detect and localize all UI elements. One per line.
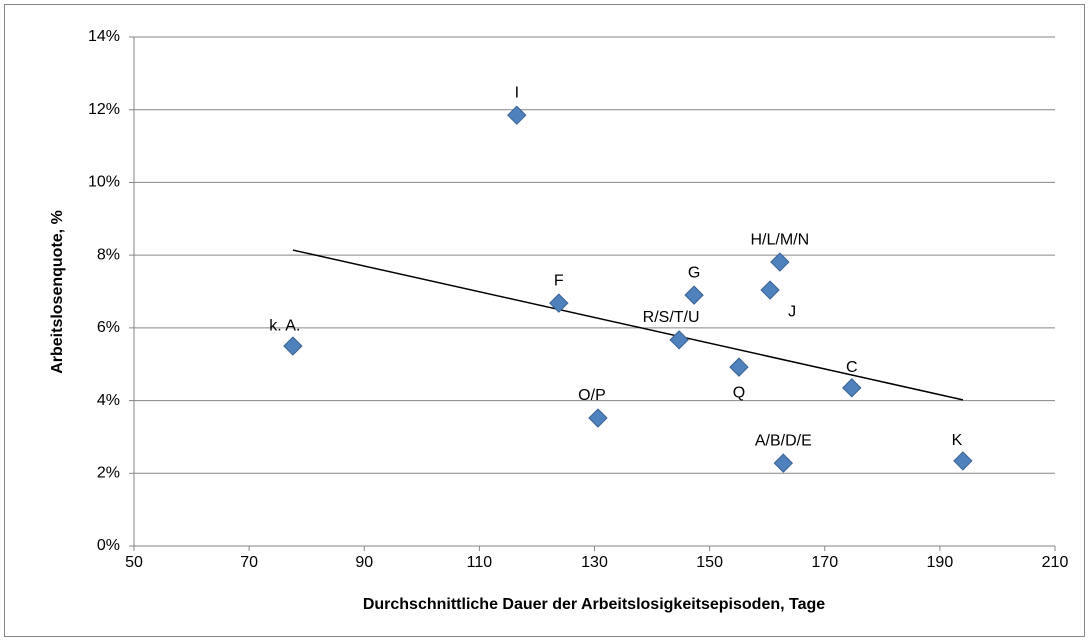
chart-border	[4, 4, 1085, 637]
point	[669, 330, 689, 350]
point-label: F	[554, 272, 564, 289]
trendline	[292, 249, 964, 401]
y-tick-label: 14%	[88, 28, 120, 45]
point	[770, 252, 790, 272]
point-label: J	[788, 303, 796, 320]
x-axis-title: Durchschnittliche Dauer der Arbeitslosig…	[363, 596, 825, 613]
point	[953, 451, 973, 471]
point	[684, 285, 704, 305]
y-tick-label: 12%	[88, 101, 120, 118]
point-label: H/L/M/N	[751, 231, 810, 248]
point	[760, 280, 780, 300]
point	[549, 293, 569, 313]
point-label: I	[515, 84, 519, 101]
point-label: A/B/D/E	[755, 432, 812, 449]
x-tick-label: 190	[927, 554, 954, 571]
x-tick-label: 90	[355, 554, 373, 571]
point-label: R/S/T/U	[643, 309, 700, 326]
y-tick-label: 2%	[97, 465, 120, 482]
point-label: C	[846, 359, 858, 376]
y-tick-label: 8%	[97, 246, 120, 263]
point	[507, 105, 527, 125]
x-tick-label: 170	[811, 554, 838, 571]
x-tick-label: 130	[581, 554, 608, 571]
point-label: O/P	[578, 387, 606, 404]
x-tick-label: 50	[125, 554, 143, 571]
point-label: K	[952, 432, 963, 449]
y-tick-label: 10%	[88, 174, 120, 191]
x-tick-label: 150	[696, 554, 723, 571]
point-label: Q	[733, 384, 745, 401]
x-tick-label: 210	[1042, 554, 1069, 571]
y-tick-label: 0%	[97, 537, 120, 554]
point-label: G	[688, 264, 700, 281]
y-tick-label: 6%	[97, 319, 120, 336]
x-tick-label: 110	[467, 554, 493, 571]
y-axis-title: Arbeitslosenquote, %	[49, 210, 66, 374]
point	[842, 378, 862, 398]
x-tick-label: 70	[240, 554, 258, 571]
point	[729, 357, 749, 377]
point-label: k. A.	[269, 317, 300, 334]
point	[588, 408, 608, 428]
point	[773, 453, 794, 473]
point	[283, 336, 303, 356]
y-tick-label: 4%	[97, 392, 120, 409]
